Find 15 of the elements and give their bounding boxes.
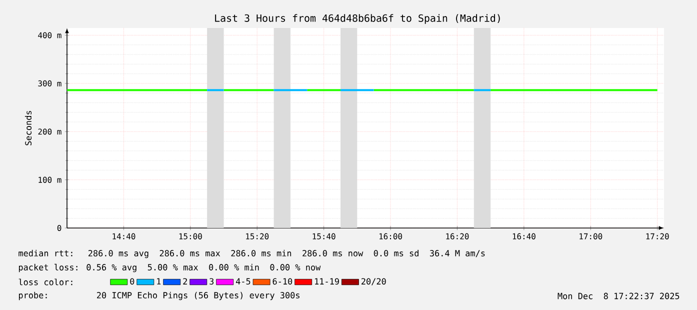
legend-label: 2 [183,278,187,284]
text: Mon Dec 8 17:22:37 2025 [558,292,680,300]
legend-label: 6-10 [272,278,292,285]
legend-title: loss color: [18,278,72,286]
text: packet loss: 0.56 % avg 5.00 % max 0.00 % min 0.00 % now [18,264,321,272]
text: probe: 20 ICMP Echo Pings (56 Bytes) every 300s [18,292,300,300]
legend-label: 0 [130,278,134,285]
legend-label: 3 [210,278,214,285]
chart-title: Last 3 Hours from 464d48b6ba6f to Spain (Madrid) [215,14,500,24]
legend-label: 11-19 [315,278,339,285]
legend-label: 4-5 [236,278,250,285]
legend-label: 1 [157,278,161,284]
y-axis-title: Seconds [24,110,32,146]
legend-label: 20/20 [362,278,386,286]
text: median rtt: 286.0 ms avg 286.0 ms max 286.0 ms min 286.0 ms now 0.0 ms sd 36.4 M am/s [18,250,485,258]
